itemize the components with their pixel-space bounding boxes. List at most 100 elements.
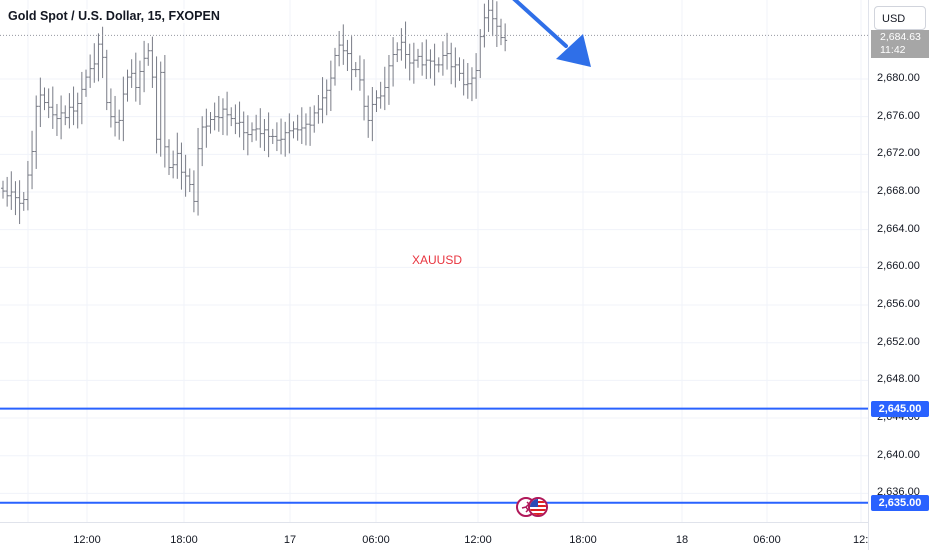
ohlc-bar: [345, 39, 350, 71]
ohlc-bar: [312, 105, 317, 133]
ohlc-bar: [353, 62, 358, 78]
time-axis[interactable]: [0, 522, 868, 551]
ohlc-bar: [84, 69, 88, 97]
ohlc-bar: [303, 113, 308, 146]
ohlc-bar: [212, 102, 217, 131]
price-chart[interactable]: [0, 0, 868, 522]
ohlc-bar: [465, 62, 470, 99]
ohlc-bar: [378, 81, 383, 109]
ohlc-bar: [416, 48, 420, 68]
ohlc-bar: [225, 91, 230, 136]
price-tick-label: 2,676.00: [877, 109, 920, 122]
price-tick-label: 2,660.00: [877, 260, 920, 273]
ohlc-bar: [499, 18, 503, 46]
ohlc-bar: [337, 30, 342, 67]
ohlc-bar: [150, 36, 155, 88]
bar-countdown-label: 11:42: [880, 44, 906, 56]
ohlc-bar: [100, 26, 105, 79]
ohlc-bar: [324, 79, 329, 116]
ohlc-bar: [71, 86, 76, 126]
price-tick-label: 2,656.00: [877, 298, 920, 311]
ohlc-bar: [167, 139, 171, 176]
ohlc-bar: [129, 59, 134, 88]
ohlc-bar: [436, 57, 441, 73]
ohlc-bar: [88, 54, 93, 88]
price-axis[interactable]: [868, 0, 932, 550]
ohlc-bar: [25, 160, 30, 211]
ohlc-bar: [366, 95, 371, 138]
time-tick-label: 18:00: [569, 534, 597, 546]
ohlc-bar: [79, 71, 84, 125]
ohlc-bar: [75, 92, 80, 129]
ohlc-bar: [308, 106, 313, 146]
currency-button[interactable]: USD: [874, 6, 926, 30]
price-tick-label: 2,668.00: [877, 185, 920, 197]
ohlc-bar: [34, 95, 39, 169]
ohlc-bar: [187, 168, 192, 193]
time-tick-label: 06:00: [753, 534, 781, 546]
ohlc-bar: [237, 101, 242, 138]
ohlc-bar: [125, 69, 130, 102]
ohlc-bar: [295, 114, 300, 141]
ohlc-bar: [1, 180, 5, 199]
ohlc-bar: [42, 87, 47, 111]
ohlc-bar: [328, 60, 333, 112]
ohlc-bar: [370, 87, 375, 142]
ohlc-bar: [67, 93, 72, 129]
ohlc-bar: [279, 118, 284, 155]
ohlc-bar: [59, 95, 64, 140]
symbol-watermark: XAUUSD: [412, 253, 463, 267]
ohlc-bar: [38, 77, 43, 128]
ohlc-bar: [245, 115, 250, 156]
ohlc-bar: [299, 107, 304, 144]
ohlc-bar: [233, 104, 238, 135]
ohlc-bar: [133, 52, 138, 102]
ohlc-bar: [478, 29, 483, 79]
level-price-tag[interactable]: 2,645.00: [871, 400, 929, 417]
price-tick-label: 2,664.00: [877, 222, 920, 235]
ohlc-bar: [445, 32, 450, 70]
chart-plot-area[interactable]: [0, 0, 868, 522]
ohlc-bar: [461, 59, 466, 96]
ohlc-bar: [320, 77, 325, 124]
ohlc-bar: [333, 47, 337, 86]
ohlc-bar: [291, 121, 296, 139]
ohlc-bar: [117, 109, 122, 140]
ohlc-bar: [171, 150, 176, 179]
down-arrow-annotation: [512, 0, 591, 67]
ohlc-bar: [17, 180, 22, 225]
ohlc-bar: [395, 42, 400, 63]
ohlc-bar: [183, 154, 188, 197]
ohlc-bar: [208, 111, 213, 134]
ohlc-bar: [482, 3, 487, 48]
ohlc-bar: [407, 43, 412, 81]
ohlc-bar: [216, 95, 221, 132]
ohlc-bar: [490, 0, 495, 37]
ohlc-bar: [403, 21, 408, 69]
ohlc-bar: [158, 61, 163, 157]
price-tick-label: 2,672.00: [877, 147, 920, 160]
ohlc-bar: [457, 57, 462, 81]
ohlc-bar: [229, 107, 234, 127]
ohlc-bar: [154, 56, 159, 154]
ohlc-bar: [316, 95, 321, 124]
ohlc-bar: [21, 192, 26, 211]
ohlc-bar: [341, 24, 346, 65]
chart-title: Gold Spot / U.S. Dollar, 15, FXOPEN: [6, 9, 222, 23]
time-tick-label: 12:00: [464, 534, 492, 546]
ohlc-bar: [283, 121, 288, 157]
price-tick-label: 2,652.00: [877, 335, 920, 348]
us-flag-icon[interactable]: [528, 497, 548, 517]
ohlc-bar: [191, 170, 196, 213]
ohlc-bar: [391, 37, 396, 87]
ohlc-bar: [432, 43, 437, 86]
ohlc-bar: [469, 67, 474, 102]
ohlc-bar: [503, 23, 508, 52]
level-price-tag[interactable]: 2,635.00: [871, 494, 929, 511]
ohlc-bar: [204, 108, 209, 148]
ohlc-bar: [258, 108, 263, 148]
ohlc-bar: [13, 181, 18, 216]
ohlc-bar: [137, 60, 142, 105]
ohlc-bar: [92, 43, 97, 83]
ohlc-bar: [142, 40, 147, 93]
